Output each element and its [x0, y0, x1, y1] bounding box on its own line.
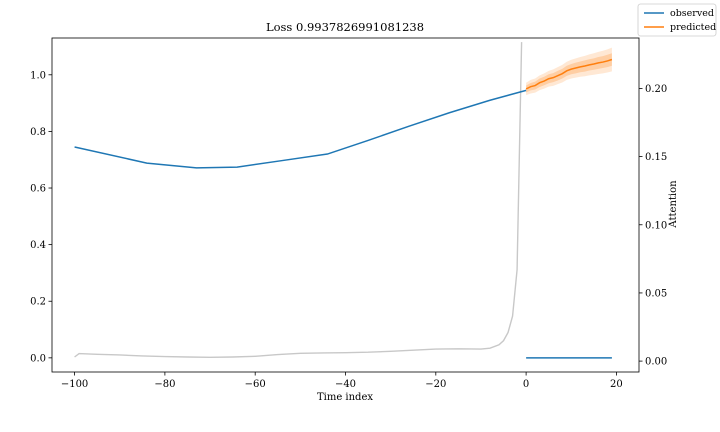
- legend-label-predicted: predicted: [670, 22, 716, 33]
- plot-frame: [51, 37, 640, 373]
- attention-line: [74, 42, 523, 358]
- y-axis-right: 0.00 0.05 0.10 0.15 0.20: [639, 84, 667, 368]
- predicted-line: [525, 58, 613, 90]
- y-tick-label: 1.0: [30, 70, 46, 81]
- legend: observed predicted: [637, 3, 717, 37]
- y2-tick-label: 0.10: [645, 220, 667, 231]
- y-tick-label: 0.6: [30, 184, 46, 195]
- x-tick-label: −100: [61, 379, 88, 390]
- y2-tick-label: 0.15: [645, 152, 667, 163]
- x-tick-label: −60: [245, 379, 266, 390]
- y2-axis-label: Attention: [668, 180, 679, 229]
- predicted-band-inner: [526, 53, 612, 93]
- y-tick-label: 0.2: [30, 297, 46, 308]
- observed-line-1: [74, 89, 527, 169]
- chart-title-group: Loss 0.9937826991081238: [266, 20, 424, 34]
- plot-area: [74, 42, 613, 359]
- x-axis-label: Time index: [317, 392, 373, 403]
- y2-tick-label: 0.00: [645, 357, 667, 368]
- y-tick-label: 0.8: [30, 127, 46, 138]
- x-tick-label: −40: [335, 379, 356, 390]
- x-axis: −100 −80 −60 −40 −20 0 20: [61, 372, 623, 390]
- x-tick-label: 0: [523, 379, 529, 390]
- y2-tick-label: 0.20: [645, 84, 667, 95]
- predicted-band-outer: [526, 47, 612, 96]
- legend-label-observed: observed: [670, 8, 714, 19]
- legend-box: [637, 3, 717, 37]
- y-tick-label: 0.4: [30, 240, 46, 251]
- y-tick-label: 0.0: [30, 353, 46, 364]
- x-tick-label: −20: [425, 379, 446, 390]
- chart-title: Loss 0.9937826991081238: [266, 20, 424, 34]
- x-tick-label: 20: [610, 379, 623, 390]
- y2-tick-label: 0.05: [645, 288, 667, 299]
- y-axis-left: 0.0 0.2 0.4 0.6 0.8 1.0: [30, 70, 52, 364]
- x-tick-label: −80: [154, 379, 175, 390]
